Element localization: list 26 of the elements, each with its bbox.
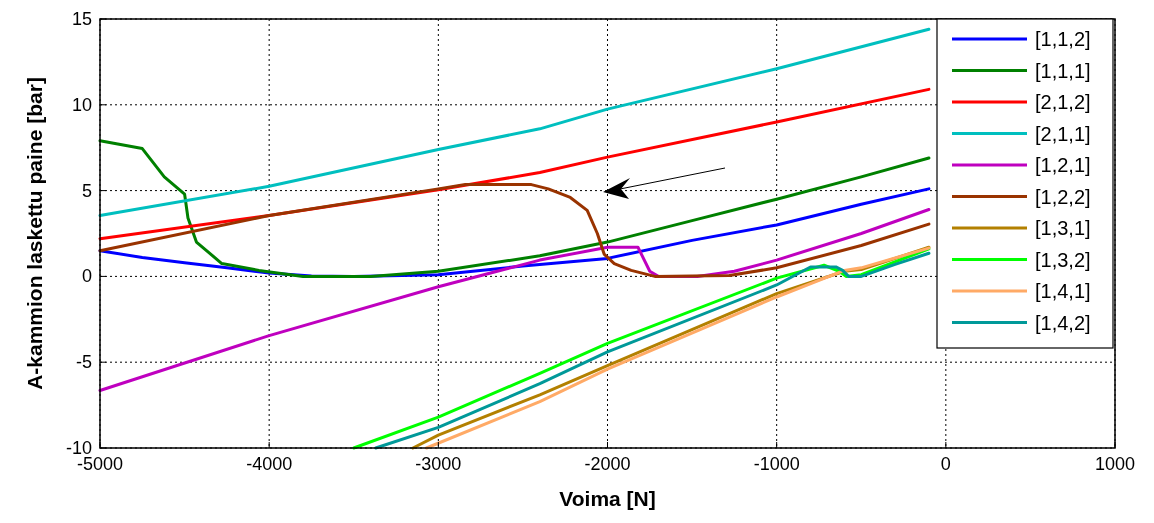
legend-label: [1,3,2] xyxy=(1035,248,1091,271)
line-series xyxy=(98,207,931,393)
x-tick-label: 1000 xyxy=(1094,454,1136,474)
legend-label: [1,2,1] xyxy=(1035,154,1091,176)
legend-label: [1,1,2] xyxy=(1035,28,1091,50)
y-tick-label: 0 xyxy=(81,266,92,287)
x-tick-label: -3000 xyxy=(415,454,462,474)
legend-label: [2,1,1] xyxy=(1035,122,1091,145)
legend-label: [1,4,1] xyxy=(1035,280,1091,302)
x-tick-label: -1000 xyxy=(753,454,800,474)
x-tick-label: -2000 xyxy=(584,454,631,474)
line-series xyxy=(98,139,931,278)
y-tick-label: -5 xyxy=(75,352,92,373)
x-tick-label: 0 xyxy=(940,454,951,474)
y-tick-label: 15 xyxy=(71,9,92,29)
x-axis-title: Voima [N] xyxy=(559,487,656,510)
legend-label: [1,3,1] xyxy=(1035,217,1091,239)
legend-label: [1,4,2] xyxy=(1035,311,1091,334)
line-series xyxy=(98,27,931,217)
legend-label: [2,1,2] xyxy=(1035,91,1091,113)
y-tick-label: 5 xyxy=(81,180,92,201)
legend-label: [1,1,1] xyxy=(1035,59,1091,82)
y-axis-title: A-kammion laskettu paine [bar] xyxy=(23,77,46,390)
y-tick-label: 10 xyxy=(71,94,92,115)
legend-label: [1,2,2] xyxy=(1035,185,1091,208)
x-tick-label: -4000 xyxy=(246,454,293,474)
